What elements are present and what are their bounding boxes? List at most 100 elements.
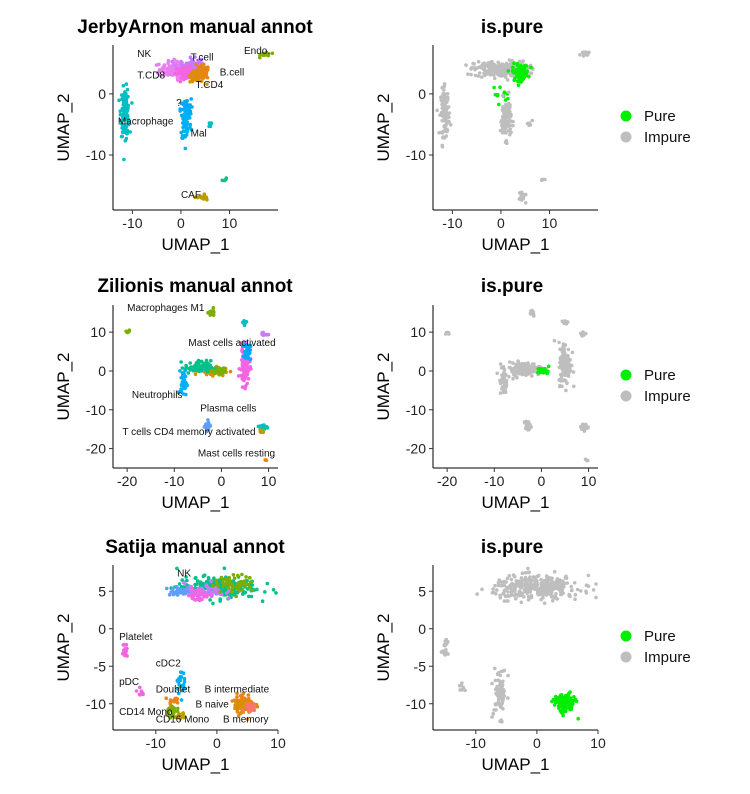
- point: [569, 707, 574, 712]
- point: [561, 351, 566, 356]
- cluster-label: T.CD8: [137, 71, 165, 82]
- point: [444, 648, 448, 652]
- point: [121, 652, 126, 656]
- point: [493, 76, 497, 81]
- point: [205, 82, 209, 86]
- cluster-3: [187, 586, 214, 602]
- point: [536, 371, 540, 375]
- point: [530, 374, 534, 378]
- point: [442, 94, 446, 98]
- point: [443, 100, 448, 105]
- point: [566, 692, 571, 697]
- point: [201, 591, 205, 596]
- point: [247, 585, 252, 589]
- cluster-1: [124, 328, 132, 335]
- legend-label: Impure: [644, 129, 691, 146]
- x-axis-label: UMAP_1: [161, 235, 229, 254]
- point: [168, 698, 173, 702]
- point: [192, 73, 197, 78]
- point: [556, 704, 561, 708]
- point: [476, 74, 481, 78]
- y-axis-label: UMAP_2: [374, 613, 393, 681]
- point: [231, 573, 236, 577]
- point: [495, 67, 499, 72]
- point: [118, 109, 122, 113]
- point: [491, 711, 496, 716]
- point: [187, 593, 191, 598]
- point: [184, 363, 188, 368]
- point: [520, 78, 524, 83]
- cluster-label: T.CD4: [196, 80, 224, 91]
- point: [508, 584, 512, 588]
- point: [505, 599, 510, 603]
- x-tick-label: -10: [164, 473, 184, 489]
- point: [206, 422, 210, 426]
- cluster-label: Doublet: [156, 685, 191, 696]
- point: [125, 330, 130, 335]
- point: [479, 66, 484, 70]
- y-tick-label: 0: [418, 621, 426, 637]
- point: [175, 71, 179, 76]
- point: [523, 71, 528, 75]
- point: [160, 66, 165, 71]
- point: [199, 66, 203, 71]
- point: [501, 117, 505, 122]
- point: [515, 63, 520, 68]
- point: [181, 392, 186, 396]
- point: [189, 365, 193, 370]
- point: [522, 420, 527, 424]
- point: [194, 62, 198, 67]
- point: [179, 383, 184, 388]
- point: [507, 374, 511, 379]
- point: [211, 583, 215, 588]
- point: [572, 695, 576, 699]
- legend-swatch: [620, 651, 632, 663]
- point: [196, 78, 201, 83]
- cluster-12: [232, 698, 251, 716]
- legend-swatch: [620, 131, 632, 143]
- point: [224, 177, 228, 182]
- point: [206, 418, 210, 422]
- cluster-3: [578, 50, 591, 58]
- cluster-11: [256, 423, 270, 434]
- cluster-label: NK: [177, 568, 191, 579]
- cluster-10: [583, 457, 590, 463]
- legend-label: Impure: [644, 649, 691, 666]
- panel-title: Satija manual annot: [105, 537, 285, 558]
- point: [187, 74, 192, 78]
- point: [507, 113, 512, 117]
- x-tick-label: 0: [218, 473, 226, 489]
- point: [527, 71, 532, 76]
- point: [165, 586, 169, 591]
- point: [529, 65, 533, 70]
- panel-1: is.pure -10 0 10 -10 0 UMAP_1 UMAP_2: [374, 17, 598, 254]
- point: [231, 579, 235, 583]
- point: [172, 714, 176, 719]
- point: [140, 691, 145, 695]
- point: [121, 115, 126, 120]
- point: [249, 594, 254, 599]
- point: [442, 105, 446, 110]
- point: [568, 357, 572, 362]
- point: [222, 577, 226, 582]
- point: [594, 582, 598, 586]
- point: [542, 601, 547, 605]
- y-tick-label: 0: [98, 86, 106, 102]
- point: [180, 688, 185, 693]
- point: [181, 373, 185, 378]
- cluster-13: [258, 428, 266, 435]
- panels-layer: JerbyArnon manual annot NK T.cell Endo.B.ce…: [54, 17, 606, 774]
- point: [499, 74, 504, 78]
- point: [240, 572, 244, 577]
- point: [174, 67, 179, 71]
- point: [210, 372, 214, 376]
- point: [512, 371, 517, 375]
- point: [236, 374, 241, 378]
- point: [559, 360, 563, 365]
- cluster-5: [121, 642, 129, 658]
- point: [118, 112, 123, 117]
- y-axis-label: UMAP_2: [54, 613, 73, 681]
- cluster-6: [117, 82, 134, 162]
- point: [179, 698, 184, 702]
- point: [158, 73, 163, 78]
